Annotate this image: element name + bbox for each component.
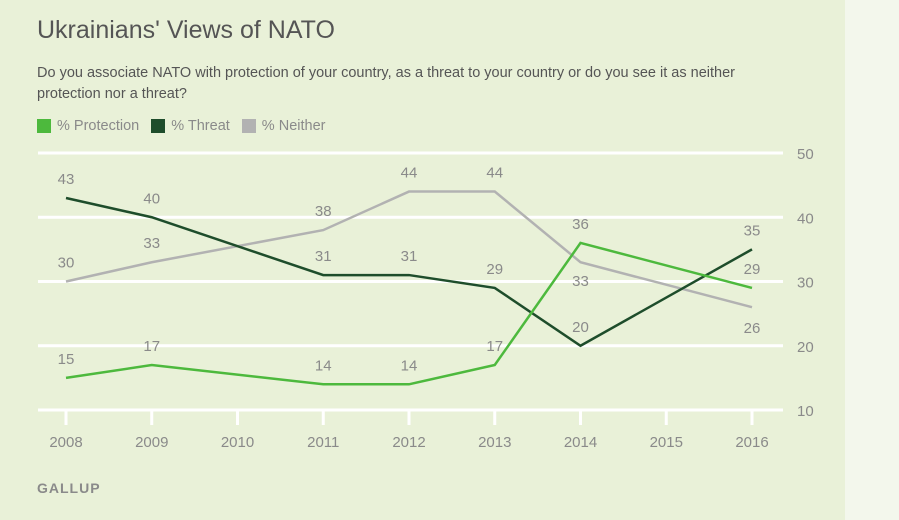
- chart-title: Ukrainians' Views of NATO: [37, 16, 335, 44]
- x-tick-label: 2011: [307, 434, 339, 451]
- x-tick-label: 2015: [650, 434, 683, 451]
- legend-item: % Threat: [151, 118, 230, 134]
- x-tick-label: 2013: [478, 434, 511, 451]
- series-line: [65, 241, 753, 386]
- y-tick-label: 20: [797, 339, 814, 356]
- x-tick-label: 2014: [564, 434, 597, 451]
- y-tick-label: 10: [797, 403, 814, 420]
- series-line: [65, 190, 753, 309]
- legend-swatch: [241, 119, 256, 133]
- data-label: 33: [143, 235, 160, 252]
- y-tick-label: 40: [797, 210, 814, 227]
- legend-label: % Neither: [261, 118, 326, 134]
- data-label: 36: [572, 216, 589, 233]
- series-line: [65, 196, 753, 348]
- data-label: 44: [486, 165, 503, 182]
- legend-swatch: [37, 119, 51, 133]
- legend-item: % Protection: [37, 118, 139, 134]
- data-label: 38: [315, 203, 332, 220]
- data-label: 29: [486, 261, 503, 278]
- data-label: 26: [744, 320, 761, 337]
- data-label: 31: [401, 248, 418, 265]
- data-label: 44: [401, 165, 418, 182]
- data-label: 31: [315, 248, 332, 265]
- chart-panel: [0, 0, 845, 520]
- x-tick-label: 2012: [392, 434, 425, 451]
- x-tick-label: 2008: [49, 434, 82, 451]
- x-tick-label: 2009: [135, 434, 168, 451]
- data-label: 14: [401, 357, 418, 374]
- data-label: 17: [143, 338, 160, 355]
- chart-subtitle: Do you associate NATO with protection of…: [37, 65, 735, 102]
- y-tick-label: 30: [797, 275, 814, 292]
- data-label: 15: [58, 351, 75, 368]
- x-tick-label: 2016: [735, 434, 768, 451]
- data-label: 30: [58, 255, 75, 272]
- y-tick-label: 50: [797, 146, 814, 163]
- x-tick-label: 2010: [221, 434, 254, 451]
- data-label: 17: [486, 338, 503, 355]
- data-label: 40: [143, 190, 160, 207]
- legend-label: % Threat: [171, 118, 230, 134]
- source-label: GALLUP: [37, 480, 101, 496]
- data-label: 35: [744, 222, 761, 239]
- data-label: 29: [744, 261, 761, 278]
- data-label: 33: [572, 273, 589, 290]
- data-label: 43: [58, 171, 75, 188]
- data-label: 20: [572, 319, 589, 336]
- legend-item: % Neither: [241, 118, 326, 134]
- data-label: 14: [315, 357, 332, 374]
- legend: % Protection % Threat % Neither: [37, 118, 325, 134]
- legend-swatch: [151, 119, 166, 133]
- legend-label: % Protection: [57, 118, 140, 134]
